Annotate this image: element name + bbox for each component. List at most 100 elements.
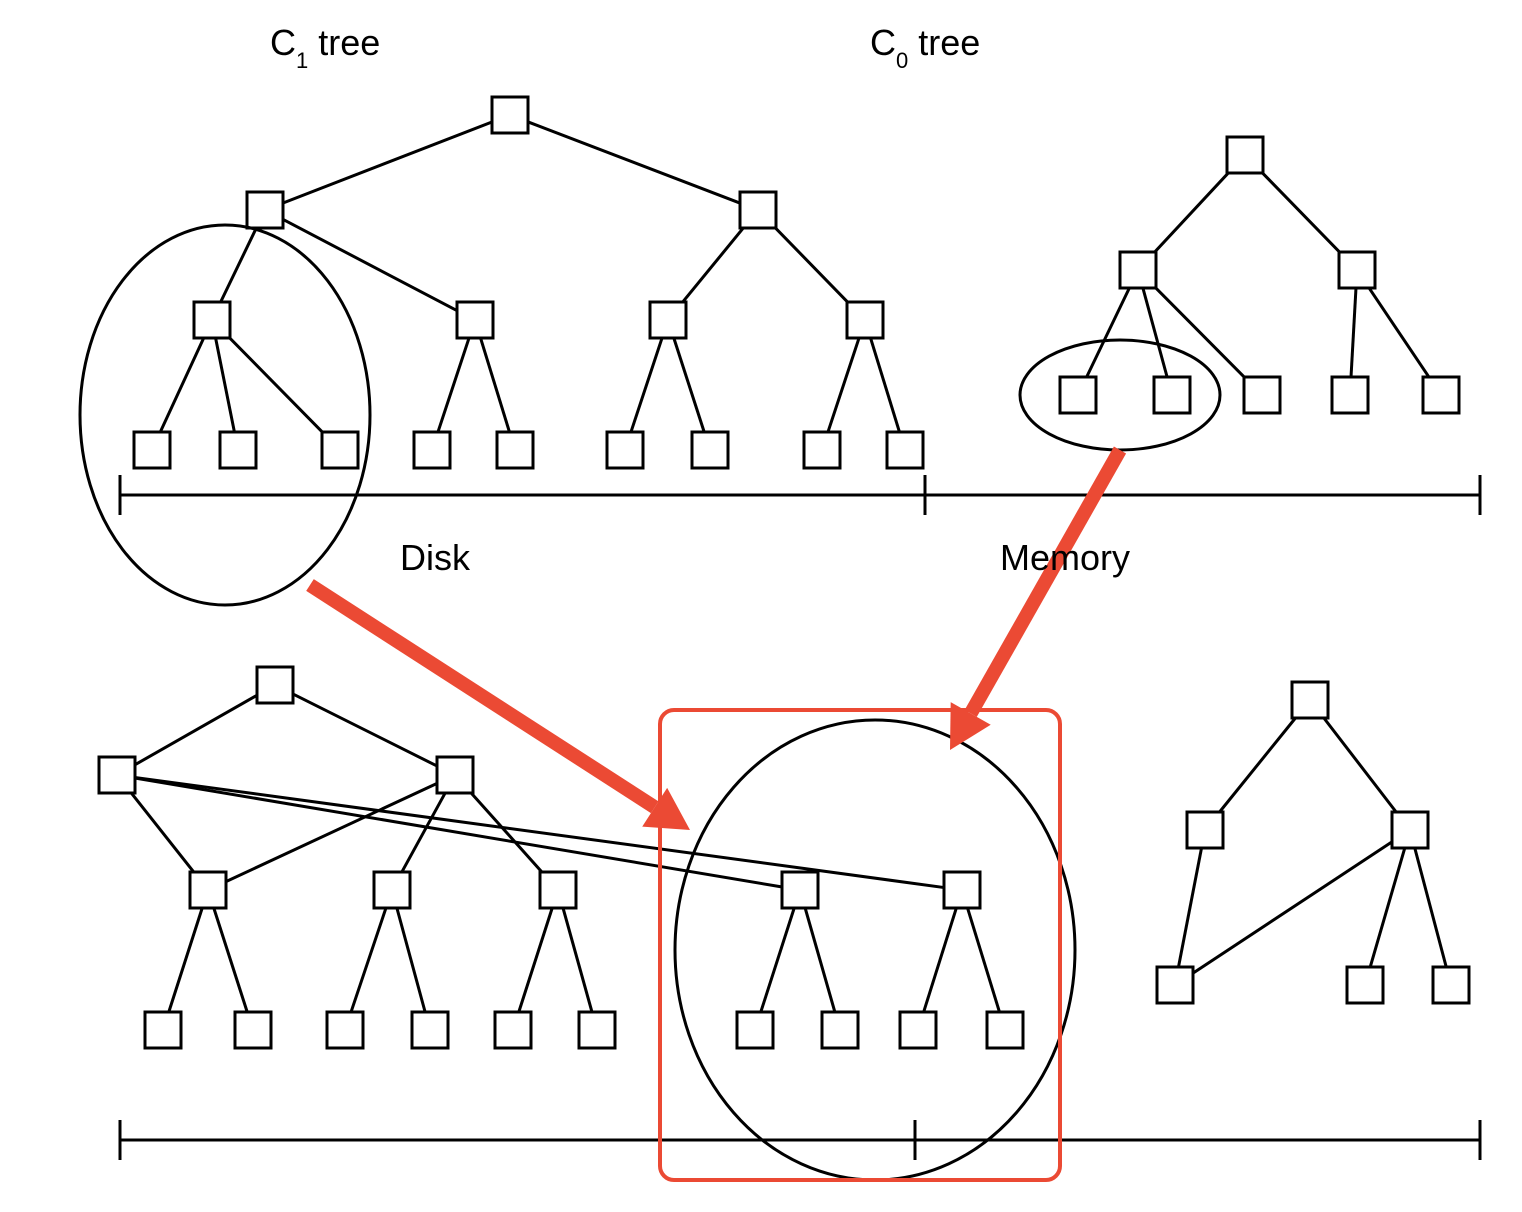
tree-edge [1258,168,1345,257]
tree-edge [805,907,835,1012]
tree-node [804,432,840,468]
axis-2 [120,1120,1480,1160]
tree-edge [401,791,447,874]
tree-edge [771,223,853,307]
tree-node [492,97,528,133]
tree-edge [480,337,509,433]
tree-node [1332,377,1368,413]
tree-node [650,302,686,338]
tree-edge [1321,714,1399,815]
tree-edge [761,907,795,1013]
tree-edge [281,218,459,311]
tree-node [1187,812,1223,848]
tree-edge [216,338,235,433]
tree-node [322,432,358,468]
tree-edge [438,337,470,433]
tree-node [1244,377,1280,413]
tree-edge [828,337,860,433]
highlight-box [660,710,1060,1180]
tree-node [1347,967,1383,1003]
tree-edge [1190,840,1395,975]
selection-ellipse-0 [80,225,370,605]
tree-edge [214,907,248,1013]
tree-node [497,432,533,468]
tree-node [540,872,576,908]
tree-edge [1367,285,1431,380]
tree-node [414,432,450,468]
tree-node [1157,967,1193,1003]
c1-top-tree [134,97,923,468]
tree-node [1292,682,1328,718]
tree-node [737,1012,773,1048]
tree-edge [527,121,741,203]
tree-node [1339,252,1375,288]
tree-node [1060,377,1096,413]
lsm-tree-diagram: C1 tree C0 tree Disk Memory [0,0,1522,1212]
tree-edge [133,694,260,766]
tree-node [190,872,226,908]
tree-edge [160,336,205,433]
tree-edge [282,122,493,204]
label-c1-tree: C1 tree [270,22,380,73]
tree-edge [923,907,956,1013]
tree-node [374,872,410,908]
tree-node [1227,137,1263,173]
tree-node [1154,377,1190,413]
tree-edge [1086,286,1130,379]
tree-node [247,192,283,228]
c1-bottom-tree [99,667,1023,1048]
tree-node [194,302,230,338]
merge-arrow-0 [310,585,690,830]
tree-node [692,432,728,468]
axis-1 [925,475,1480,515]
tree-edge [519,907,553,1013]
tree-node [457,302,493,338]
tree-edge [1150,168,1232,257]
tree-node [145,1012,181,1048]
tree-node [235,1012,271,1048]
tree-node [134,432,170,468]
tree-node [99,757,135,793]
tree-node [1392,812,1428,848]
tree-node [412,1012,448,1048]
tree-edge [169,907,203,1013]
arrow-shaft [971,450,1120,713]
tree-node [740,192,776,228]
tree-node [327,1012,363,1048]
tree-node [900,1012,936,1048]
tree-edge [1143,287,1168,377]
tree-node [1423,377,1459,413]
label-c0-tree: C0 tree [870,22,980,73]
tree-node [987,1012,1023,1048]
tree-edge [631,337,663,433]
tree-edge [674,337,705,433]
tree-node [257,667,293,703]
tree-edge [1415,847,1447,967]
arrow-shaft [310,585,655,807]
selection-ellipse-2 [675,720,1075,1180]
tree-edge [967,907,999,1013]
axis-0 [120,475,925,515]
c0-top-tree [1060,137,1459,413]
tree-edge [220,226,257,304]
tree-edge [291,693,439,767]
tree-edge [1351,288,1356,377]
tree-node [782,872,818,908]
tree-node [220,432,256,468]
label-disk: Disk [400,537,471,578]
tree-node [607,432,643,468]
tree-node [579,1012,615,1048]
tree-edge [1370,847,1405,967]
tree-edge [563,907,592,1012]
tree-edge [128,789,197,876]
label-memory: Memory [1000,537,1130,578]
tree-node [887,432,923,468]
tree-node [822,1012,858,1048]
tree-edge [351,907,387,1013]
tree-node [437,757,473,793]
tree-edge [1178,848,1201,968]
tree-edge [1216,714,1298,816]
tree-edge [225,333,328,437]
c0-bottom-tree [1157,682,1469,1003]
tree-node [1120,252,1156,288]
